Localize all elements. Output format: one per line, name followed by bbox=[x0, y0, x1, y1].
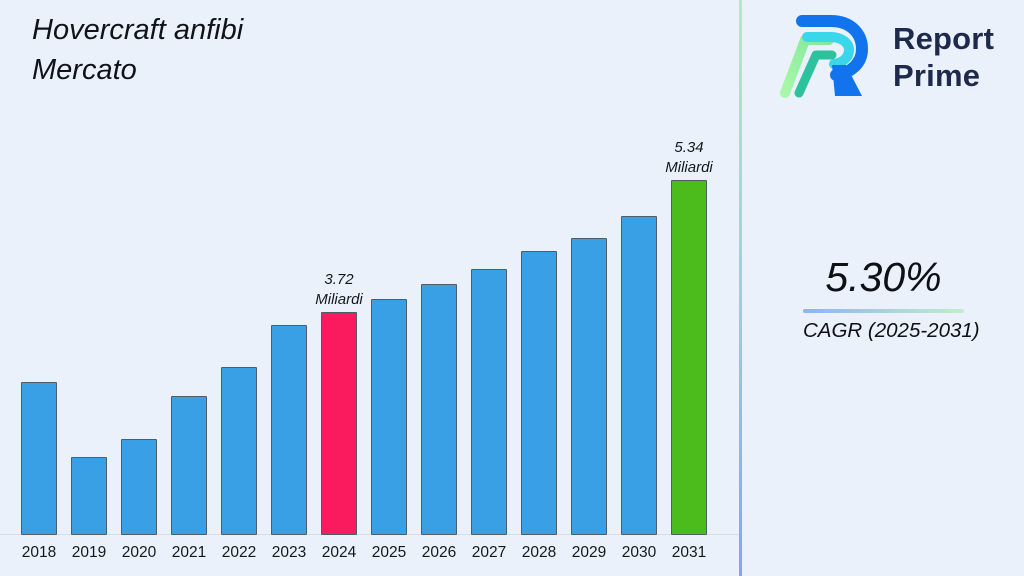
year-label-2028: 2028 bbox=[521, 544, 557, 561]
page-title: Hovercraft anfibi Mercato bbox=[32, 10, 243, 90]
bar-2025: 2025 bbox=[371, 299, 407, 561]
year-label-2019: 2019 bbox=[71, 544, 107, 561]
year-label-2024: 2024 bbox=[321, 544, 357, 561]
bar-2022: 2022 bbox=[221, 367, 257, 561]
logo-text-line1: Report bbox=[893, 20, 995, 56]
page-title-line2: Mercato bbox=[32, 54, 137, 86]
bar-2020: 2020 bbox=[121, 439, 157, 561]
bar-2024: 2024 3.72 Miliardi bbox=[315, 271, 363, 562]
year-label-2031: 2031 bbox=[671, 544, 707, 561]
year-label-2025: 2025 bbox=[371, 544, 407, 561]
bar-2029: 2029 bbox=[571, 238, 607, 561]
year-label-2030: 2030 bbox=[621, 544, 657, 561]
report-prime-logo-icon bbox=[779, 8, 879, 105]
year-label-2026: 2026 bbox=[421, 544, 457, 561]
report-prime-logo-text: Report Prime bbox=[893, 20, 994, 94]
x-axis-line bbox=[0, 534, 739, 535]
logo-text-line2: Prime bbox=[893, 57, 981, 93]
divider-line bbox=[739, 0, 742, 576]
bar-2018: 2018 bbox=[21, 382, 57, 561]
year-label-2021: 2021 bbox=[171, 544, 207, 561]
year-label-2027: 2027 bbox=[471, 544, 507, 561]
value-label-2024: 3.72 Miliardi bbox=[315, 270, 363, 308]
page-title-line1: Hovercraft anfibi bbox=[32, 14, 244, 46]
bar-2021: 2021 bbox=[171, 396, 207, 561]
cagr-value: 5.30% bbox=[825, 254, 942, 300]
cagr-block: 5.30% CAGR (2025-2031) bbox=[803, 254, 980, 343]
report-prime-logo: Report Prime bbox=[779, 8, 994, 105]
bar-2031: 2031 5.34 Miliardi bbox=[665, 139, 713, 562]
bars-row: 2018 2019 2020 2021 2022 2023 2024 3.72 Miliard… bbox=[21, 139, 713, 562]
year-label-2018: 2018 bbox=[21, 544, 57, 561]
bar-2030: 2030 bbox=[621, 216, 657, 561]
bar-2023: 2023 bbox=[271, 325, 307, 561]
bar-2019: 2019 bbox=[71, 457, 107, 561]
year-label-2022: 2022 bbox=[221, 544, 257, 561]
cagr-label: CAGR (2025-2031) bbox=[803, 319, 980, 342]
bar-2026: 2026 bbox=[421, 284, 457, 561]
year-label-2020: 2020 bbox=[121, 544, 157, 561]
bar-2027: 2027 bbox=[471, 269, 507, 561]
year-label-2023: 2023 bbox=[271, 544, 307, 561]
bar-2028: 2028 bbox=[521, 251, 557, 561]
value-label-2031: 5.34 Miliardi bbox=[665, 138, 713, 176]
cagr-underline bbox=[803, 309, 964, 313]
year-label-2029: 2029 bbox=[571, 544, 607, 561]
